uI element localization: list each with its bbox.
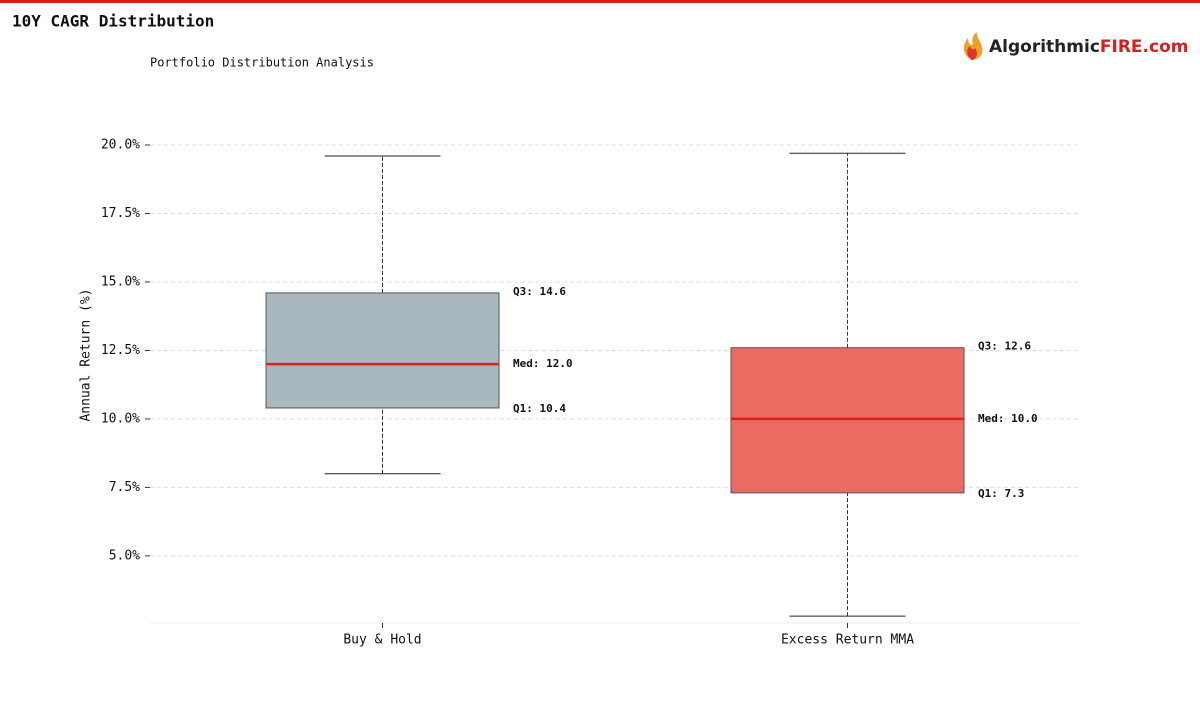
y-tick-label: 12.5% — [101, 343, 140, 358]
box — [265, 292, 500, 409]
q3-label: Q3: 12.6 — [978, 340, 1031, 353]
median-label: Med: 12.0 — [513, 357, 573, 370]
y-tick-label: 15.0% — [101, 274, 140, 289]
y-tick-label: 7.5% — [109, 480, 140, 495]
box — [730, 347, 965, 494]
q1-label: Q1: 7.3 — [978, 487, 1024, 500]
x-tick-label: Excess Return MMA — [781, 633, 914, 648]
logo-text-main: Algorithmic — [989, 37, 1100, 57]
y-tick-label: 17.5% — [101, 206, 140, 221]
logo-text-accent: FIRE.com — [1100, 37, 1189, 57]
y-tick-label: 10.0% — [101, 411, 140, 426]
logo: AlgorithmicFIRE.com — [963, 32, 1188, 60]
x-tick-label: Buy & Hold — [343, 633, 421, 648]
page-title: 10Y CAGR Distribution — [12, 12, 214, 31]
chart-subtitle: Portfolio Distribution Analysis — [150, 56, 374, 70]
y-axis-label: Annual Return (%) — [79, 288, 94, 421]
y-tick-label: 20.0% — [101, 137, 140, 152]
logo-flame-inner — [967, 46, 977, 60]
median-label: Med: 10.0 — [978, 412, 1038, 425]
q1-label: Q1: 10.4 — [513, 402, 566, 415]
q3-label: Q3: 14.6 — [513, 285, 566, 298]
logo-text: AlgorithmicFIRE.com — [989, 37, 1188, 57]
top-bar — [0, 0, 1200, 3]
y-tick-label: 5.0% — [109, 548, 140, 563]
